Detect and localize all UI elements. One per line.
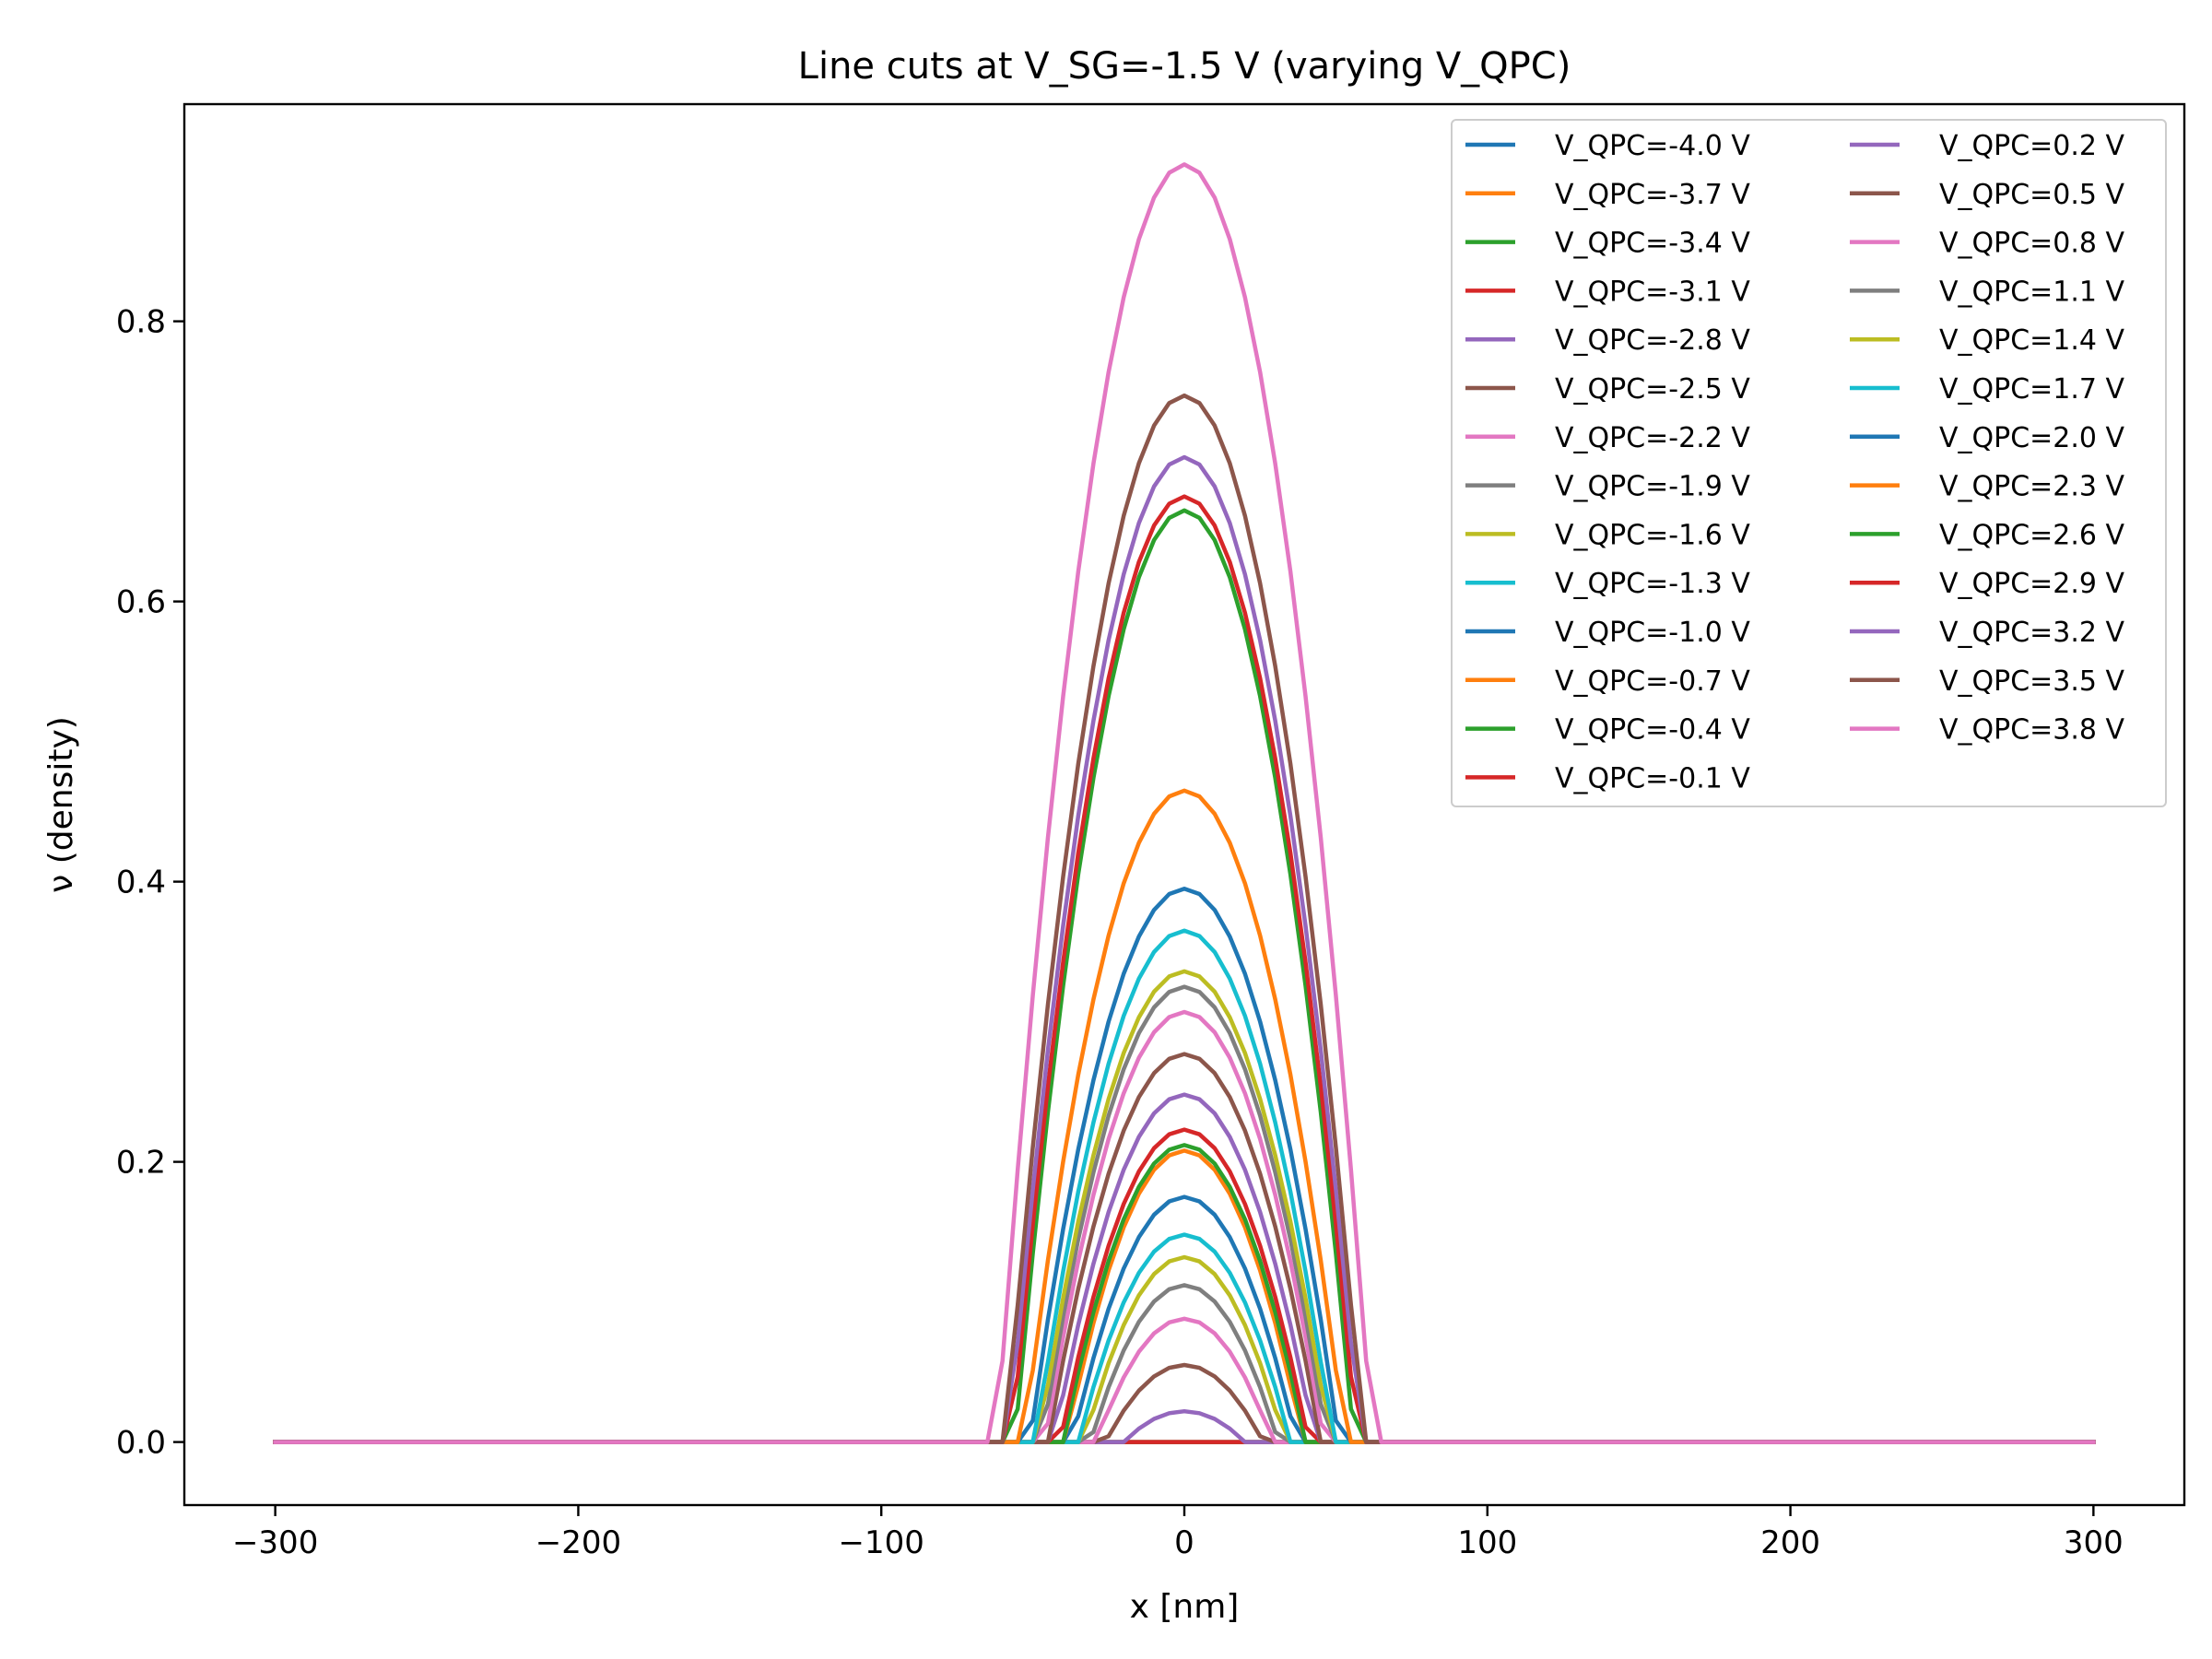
series-line-v-qpc-3-8-v xyxy=(273,162,2096,1444)
y-axis: 0.0 0.2 0.4 0.6 0.8 xyxy=(116,304,184,1462)
y-tick-label: 0.8 xyxy=(116,304,166,341)
legend-label-v-qpc-1-7-v: V_QPC=1.7 V xyxy=(1939,373,2125,406)
legend-label-v-qpc-1-4-v: V_QPC=1.4 V xyxy=(1939,324,2125,357)
legend-label-v-qpc-2-9-v: V_QPC=2.9 V xyxy=(1939,568,2125,600)
legend-label-v-qpc-2-8-v: V_QPC=-2.8 V xyxy=(1555,324,1750,357)
series-layer xyxy=(273,162,2096,1444)
series-line-v-qpc-1-7-v xyxy=(273,928,2096,1444)
legend-label-v-qpc-2-0-v: V_QPC=2.0 V xyxy=(1939,422,2125,454)
x-axis: −300 −200 −100 0 100 200 300 xyxy=(232,1505,2124,1561)
series-line-v-qpc-3-2-v xyxy=(273,454,2096,1444)
legend-label-v-qpc-0-1-v: V_QPC=-0.1 V xyxy=(1555,762,1750,794)
legend-label-v-qpc-3-4-v: V_QPC=-3.4 V xyxy=(1555,228,1750,260)
series-line-v-qpc-2-0-v xyxy=(273,886,2096,1444)
legend-label-v-qpc-0-5-v: V_QPC=0.5 V xyxy=(1939,179,2125,211)
x-tick-label: 100 xyxy=(1457,1524,1517,1561)
x-tick-label: 200 xyxy=(1760,1524,1820,1561)
y-tick-label: 0.2 xyxy=(116,1145,166,1182)
legend-frame xyxy=(1451,119,2167,807)
y-tick-label: 0.0 xyxy=(116,1425,166,1462)
series-line-v-qpc-2-3-v xyxy=(273,788,2096,1444)
x-tick-label: −300 xyxy=(232,1524,318,1561)
x-tick-label: −100 xyxy=(839,1524,924,1561)
legend-label-v-qpc-2-6-v: V_QPC=2.6 V xyxy=(1939,519,2125,551)
chart-title: Line cuts at V_SG=-1.5 V (varying V_QPC) xyxy=(798,45,1571,88)
series-line-v-qpc-2-6-v xyxy=(273,508,2096,1444)
legend-label-v-qpc-3-8-v: V_QPC=3.8 V xyxy=(1939,714,2125,747)
y-axis-label: ν (density) xyxy=(42,716,80,893)
legend-label-v-qpc-2-2-v: V_QPC=-2.2 V xyxy=(1555,422,1750,454)
legend-label-v-qpc-0-8-v: V_QPC=0.8 V xyxy=(1939,228,2125,260)
legend-label-v-qpc-1-3-v: V_QPC=-1.3 V xyxy=(1555,568,1750,600)
legend-label-v-qpc-1-9-v: V_QPC=-1.9 V xyxy=(1555,471,1750,503)
x-tick-label: −200 xyxy=(535,1524,621,1561)
legend-label-v-qpc-3-7-v: V_QPC=-3.7 V xyxy=(1555,179,1750,211)
legend-label-v-qpc-0-7-v: V_QPC=-0.7 V xyxy=(1555,665,1750,698)
legend-label-v-qpc-3-1-v: V_QPC=-3.1 V xyxy=(1555,276,1750,308)
legend-label-v-qpc-1-6-v: V_QPC=-1.6 V xyxy=(1555,519,1750,551)
series-line-v-qpc-2-9-v xyxy=(273,494,2096,1444)
legend-label-v-qpc-4-0-v: V_QPC=-4.0 V xyxy=(1555,130,1750,162)
legend-label-v-qpc-0-4-v: V_QPC=-0.4 V xyxy=(1555,714,1750,747)
x-tick-label: 0 xyxy=(1174,1524,1194,1561)
legend-label-v-qpc-1-0-v: V_QPC=-1.0 V xyxy=(1555,617,1750,649)
legend-label-v-qpc-3-2-v: V_QPC=3.2 V xyxy=(1939,617,2125,649)
y-tick-label: 0.6 xyxy=(116,584,166,621)
x-tick-label: 300 xyxy=(2064,1524,2124,1561)
legend-label-v-qpc-2-5-v: V_QPC=-2.5 V xyxy=(1555,373,1750,406)
y-tick-label: 0.4 xyxy=(116,865,166,901)
legend-label-v-qpc-1-1-v: V_QPC=1.1 V xyxy=(1939,276,2125,308)
legend: V_QPC=-4.0 V V_QPC=-3.7 V V_QPC=-3.4 V V_QP… xyxy=(1451,119,2167,807)
legend-label-v-qpc-0-2-v: V_QPC=0.2 V xyxy=(1939,130,2125,162)
legend-label-v-qpc-3-5-v: V_QPC=3.5 V xyxy=(1939,665,2125,698)
legend-label-v-qpc-2-3-v: V_QPC=2.3 V xyxy=(1939,471,2125,503)
series-line-v-qpc-3-5-v xyxy=(273,393,2096,1444)
x-axis-label: x [nm] xyxy=(1130,1588,1240,1626)
